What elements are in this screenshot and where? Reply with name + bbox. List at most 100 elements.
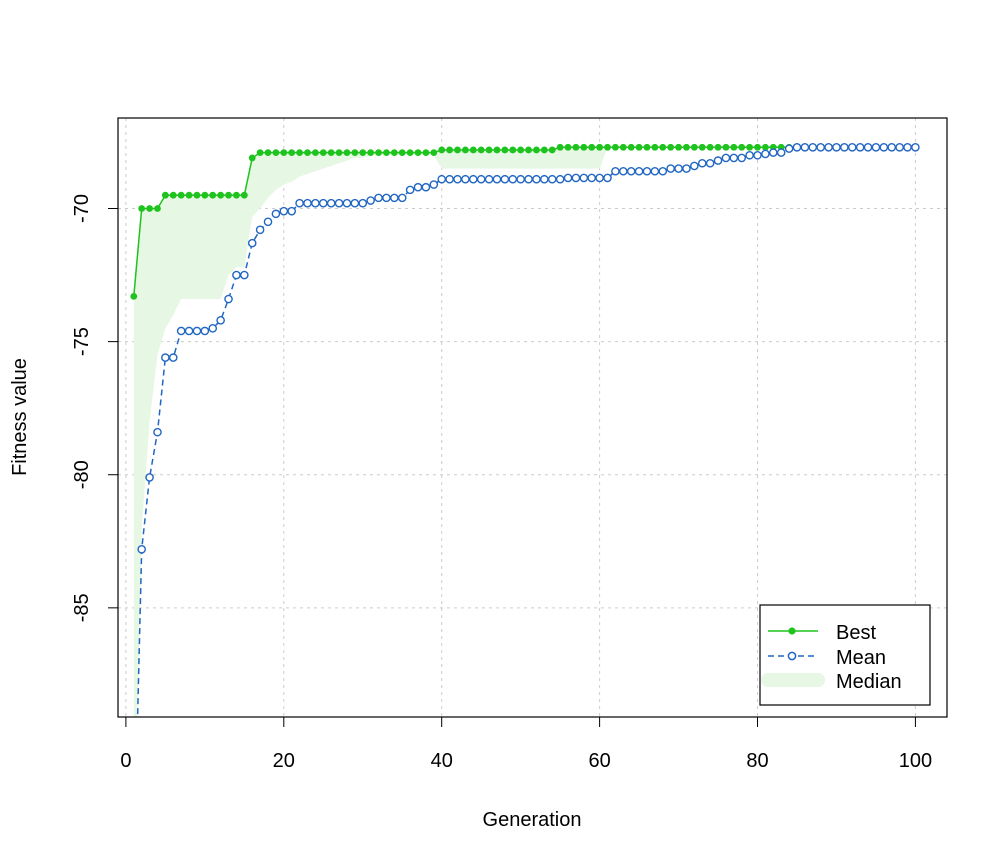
mean-point-59 (587, 173, 597, 183)
best-point-81 (762, 143, 769, 151)
best-point-37 (414, 149, 422, 157)
x-tick-label-0: 0 (120, 750, 131, 772)
best-point-74 (706, 143, 714, 151)
mean-point-2 (137, 544, 146, 554)
best-point-24 (311, 149, 319, 157)
mean-point-73 (697, 158, 707, 168)
best-point-40 (438, 146, 446, 154)
mean-point-81 (761, 149, 770, 159)
best-point-29 (351, 149, 359, 157)
mean-point-43 (461, 174, 470, 184)
mean-point-62 (611, 166, 620, 176)
mean-point-96 (879, 142, 889, 152)
best-point-48 (501, 146, 509, 154)
best-point-16 (248, 154, 256, 162)
mean-point-50 (516, 174, 525, 184)
best-point-59 (588, 143, 596, 151)
mean-point-66 (642, 166, 652, 176)
mean-point-6 (168, 353, 178, 362)
best-point-72 (690, 143, 698, 151)
best-point-35 (398, 149, 406, 157)
x-tick-label-3: 60 (588, 750, 610, 772)
mean-point-41 (445, 174, 454, 184)
best-point-63 (619, 143, 627, 151)
mean-point-80 (753, 150, 762, 160)
best-point-73 (698, 143, 706, 151)
best-point-52 (533, 146, 540, 154)
legend-mean-label: Mean (836, 647, 886, 669)
mean-point-56 (563, 173, 573, 183)
mean-point-51 (524, 174, 533, 184)
mean-point-93 (855, 142, 865, 152)
mean-point-67 (650, 166, 660, 176)
mean-point-7 (176, 326, 186, 336)
mean-point-13 (224, 294, 233, 304)
mean-point-34 (390, 193, 399, 203)
mean-point-38 (421, 182, 431, 192)
mean-point-84 (784, 144, 794, 153)
x-axis-label: Generation (483, 809, 582, 831)
best-point-17 (256, 149, 264, 157)
mean-point-45 (476, 174, 486, 184)
best-point-33 (383, 149, 390, 157)
mean-point-100 (911, 142, 920, 152)
mean-point-3 (145, 473, 154, 482)
mean-point-92 (847, 142, 857, 152)
median-band (133, 147, 916, 717)
mean-point-14 (232, 270, 241, 280)
mean-point-71 (682, 164, 691, 173)
best-point-22 (296, 149, 303, 157)
best-point-45 (477, 146, 485, 154)
best-point-10 (201, 191, 209, 199)
best-point-47 (493, 146, 501, 154)
best-point-67 (651, 143, 659, 151)
best-point-58 (580, 143, 588, 151)
best-point-42 (454, 146, 461, 154)
mean-point-49 (508, 174, 518, 184)
y-axis-label: Fitness value (9, 358, 31, 476)
mean-point-57 (571, 173, 581, 183)
best-point-31 (367, 149, 375, 157)
x-tick-label-4: 80 (746, 750, 768, 772)
mean-point-11 (208, 324, 218, 333)
mean-point-69 (666, 164, 675, 173)
best-point-15 (240, 191, 248, 199)
legend-best-label: Best (836, 622, 876, 644)
mean-point-40 (437, 174, 447, 184)
mean-point-23 (303, 198, 312, 208)
mean-point-82 (769, 148, 778, 157)
best-point-70 (675, 143, 682, 151)
best-point-79 (746, 143, 754, 151)
best-point-18 (264, 149, 272, 157)
best-point-43 (461, 146, 469, 154)
best-point-65 (635, 143, 643, 151)
mean-point-83 (776, 148, 786, 157)
best-point-7 (177, 191, 185, 199)
mean-point-76 (721, 153, 731, 163)
mean-point-28 (342, 198, 352, 208)
best-point-69 (667, 143, 675, 151)
mean-point-89 (824, 142, 833, 152)
best-point-32 (375, 149, 382, 157)
best-point-5 (161, 191, 169, 199)
mean-point-27 (334, 198, 344, 208)
mean-point-35 (397, 193, 407, 203)
best-point-68 (659, 143, 667, 151)
x-axis: 0 20 40 60 80 100 (120, 716, 932, 772)
best-point-39 (430, 149, 438, 157)
mean-point-9 (192, 326, 202, 336)
mean-point-46 (484, 174, 494, 184)
best-point-30 (359, 149, 367, 157)
mean-point-29 (350, 198, 360, 208)
mean-point-95 (871, 142, 881, 152)
y-tick-label-0: -70 (71, 194, 93, 223)
best-point-11 (209, 191, 217, 199)
best-point-13 (225, 191, 232, 199)
mean-point-90 (832, 142, 841, 152)
mean-point-54 (547, 174, 557, 184)
best-point-75 (714, 143, 722, 151)
best-point-28 (343, 149, 351, 157)
best-point-2 (138, 205, 146, 212)
legend-best-marker (788, 627, 796, 635)
